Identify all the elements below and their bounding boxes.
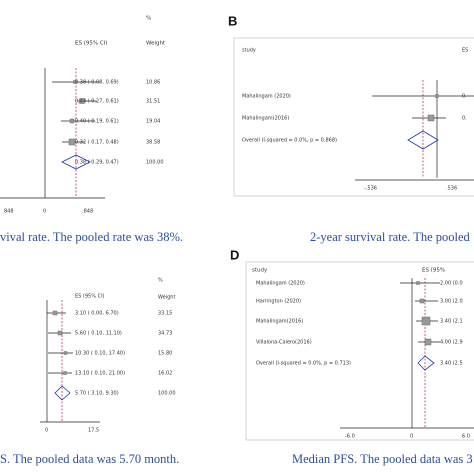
- study-label: Mahalingam (2020): [242, 94, 291, 100]
- weight-value: 38.58: [146, 140, 160, 146]
- es-value: 0.40 ( 0.19, 0.61): [75, 119, 119, 125]
- es-value: 3.10 ( 0.00, 6.70): [75, 311, 119, 317]
- weight-value: 100.00: [146, 160, 164, 166]
- axis-label: 848: [4, 209, 14, 215]
- marker: [73, 80, 77, 84]
- frame: [245, 261, 474, 441]
- es-value: 4.00 (2.9: [440, 340, 463, 346]
- frame: [233, 37, 474, 197]
- axis-label: .848: [82, 209, 93, 215]
- axis-label: 0: [410, 434, 413, 440]
- es-value: 0.38 ( 0.08, 0.69): [75, 80, 119, 86]
- pooled-diamond: [54, 385, 71, 401]
- weight-header: Weight: [146, 41, 166, 47]
- es-value: 0.32 ( 0.17, 0.48): [75, 140, 119, 146]
- study-label: Villalona-Calero(2016): [256, 340, 312, 346]
- pooled-diamond: [407, 130, 439, 150]
- marker: [68, 138, 76, 146]
- marker: [63, 351, 68, 355]
- es-value: 0.: [462, 94, 467, 100]
- panel-b: B study ES Mahalingam (2020) 0. Mahaling…: [228, 13, 474, 244]
- panel-label: B: [228, 13, 237, 28]
- es-value: 0.: [462, 116, 467, 122]
- marker: [416, 281, 420, 285]
- study-label: Harrington (2020): [256, 299, 301, 305]
- axis-label: -6.0: [345, 434, 355, 440]
- es-value: 10.30 ( 0.10, 17.40): [75, 351, 125, 357]
- es-value: 3.40 (2.1: [440, 319, 463, 325]
- es-header: ES (95% CI): [75, 294, 105, 300]
- es-value: 3.00 (2.0: [440, 299, 463, 305]
- es-value: 0.38 ( 0.29, 0.47): [75, 160, 119, 166]
- axis-label: 0: [43, 209, 46, 215]
- caption: S. The pooled data was 5.70 month.: [0, 452, 179, 466]
- es-value: 2.00 (0.0: [440, 281, 463, 287]
- study-label: Overall (I-squared = 0.0%, p = 0.713): [256, 361, 351, 367]
- panel-c: % ES (95% CI) Weight 0 17.5 S. The poole…: [0, 278, 179, 466]
- pct-header: %: [146, 16, 151, 22]
- row-texts: 0.38 ( 0.08, 0.69) 10.86 0.44 ( 0.27, 0.61…: [75, 80, 176, 397]
- weight-value: 33.15: [158, 311, 172, 317]
- weight-header: Weight: [158, 295, 175, 301]
- study-header: study: [242, 48, 256, 54]
- axis-label: 6.0: [462, 434, 470, 440]
- panel-label: D: [230, 247, 239, 262]
- es-value: 5.60 ( 0.10, 11.10): [75, 331, 122, 337]
- study-header: study: [252, 268, 268, 274]
- es-header: ES (95% CI): [75, 41, 107, 47]
- marker: [69, 118, 75, 124]
- es-value: 0.44 ( 0.27, 0.61): [75, 99, 119, 105]
- weight-value: 34.73: [158, 331, 172, 337]
- marker: [79, 98, 85, 104]
- marker: [424, 338, 432, 346]
- study-label: Mahalingam(2016): [242, 116, 289, 122]
- marker: [57, 330, 63, 336]
- weight-value: 100.00: [158, 391, 176, 397]
- marker: [419, 298, 425, 304]
- weight-value: 31.51: [146, 99, 160, 105]
- panel-a: % ES (95% CI) Weight 848 0 .848 vival ra…: [0, 16, 183, 244]
- marker: [421, 316, 431, 326]
- axis-label: .536: [446, 186, 457, 192]
- axis-label: 0: [45, 428, 48, 434]
- weight-value: 15.80: [158, 351, 172, 357]
- study-label: Mahalingam (2020): [256, 281, 305, 287]
- study-label: Overall (I-squared = 0.0%, p = 0.868): [242, 138, 337, 144]
- weight-value: 10.86: [146, 80, 160, 86]
- es-value: 13.10 ( 0.10, 21.00): [75, 371, 125, 377]
- weight-value: 16.02: [158, 371, 172, 377]
- caption: vival rate. The pooled rate was 38%.: [0, 230, 183, 244]
- axis-label: 17.5: [88, 428, 99, 434]
- pct-header: %: [158, 278, 163, 284]
- caption: 2-year survival rate. The pooled: [310, 230, 471, 244]
- es-value: 5.70 ( 3.10, 9.30): [75, 391, 119, 397]
- caption: Median PFS. The pooled data was 3: [292, 452, 473, 466]
- es-header: ES: [462, 48, 468, 54]
- study-label: Mahalingam(2016): [256, 319, 303, 325]
- axis-label: -.536: [364, 186, 377, 192]
- weight-value: 19.04: [146, 119, 160, 125]
- panel-d: D study ES (95% Mahalingam (2020) 2.00 (…: [230, 247, 474, 466]
- marker: [63, 371, 67, 375]
- es-value: 3.40 (2.5: [440, 361, 463, 367]
- pooled-diamond: [417, 355, 435, 371]
- marker: [427, 114, 435, 122]
- marker: [52, 310, 58, 316]
- marker: [435, 94, 439, 98]
- pooled-diamond: [61, 154, 91, 170]
- es-header: ES (95%: [422, 268, 445, 274]
